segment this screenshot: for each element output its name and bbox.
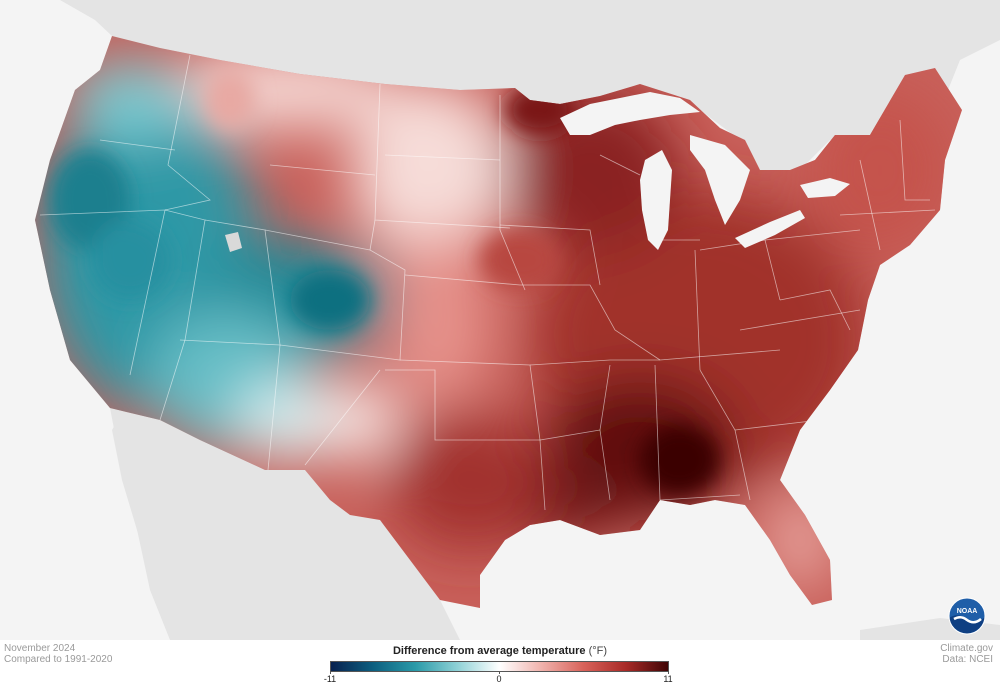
footer: November 2024 Compared to 1991-2020 Diff…	[0, 640, 1000, 690]
legend-unit: (°F)	[588, 645, 608, 657]
legend-title-text: Difference from average temperature	[392, 645, 586, 657]
lake-michigan	[640, 150, 672, 250]
legend-title: Difference from average temperature (°F)	[0, 645, 1000, 657]
legend-min-label: -11	[323, 674, 337, 684]
legend-tick-max	[668, 671, 669, 674]
mexico-landmass	[110, 408, 460, 640]
lake-ontario	[800, 178, 850, 198]
baja-peninsula	[112, 420, 200, 640]
legend-tick-mid	[499, 671, 500, 674]
temperature-anomaly-map	[35, 0, 1000, 640]
lake-erie	[735, 210, 805, 248]
lake-superior	[560, 92, 700, 135]
state-borders	[39, 54, 936, 511]
map-meta-left: November 2024 Compared to 1991-2020	[4, 643, 112, 665]
lake-huron	[690, 135, 750, 225]
noaa-logo-text: NOAA	[957, 608, 978, 615]
great-salt-lake	[225, 232, 242, 252]
baseline-period: Compared to 1991-2020	[4, 654, 113, 665]
legend-max-label: 11	[663, 674, 673, 684]
legend-tick-min	[330, 671, 331, 674]
canada-landmass	[60, 0, 1000, 180]
legend-mid-label: 0	[496, 674, 502, 684]
data-source: Data: NCEI	[942, 654, 993, 665]
noaa-logo: NOAA	[948, 597, 986, 635]
great-lakes	[560, 92, 850, 250]
source-site: Climate.gov	[940, 643, 993, 654]
map-date: November 2024	[4, 643, 76, 654]
map-meta-right: Climate.gov Data: NCEI	[940, 643, 993, 665]
